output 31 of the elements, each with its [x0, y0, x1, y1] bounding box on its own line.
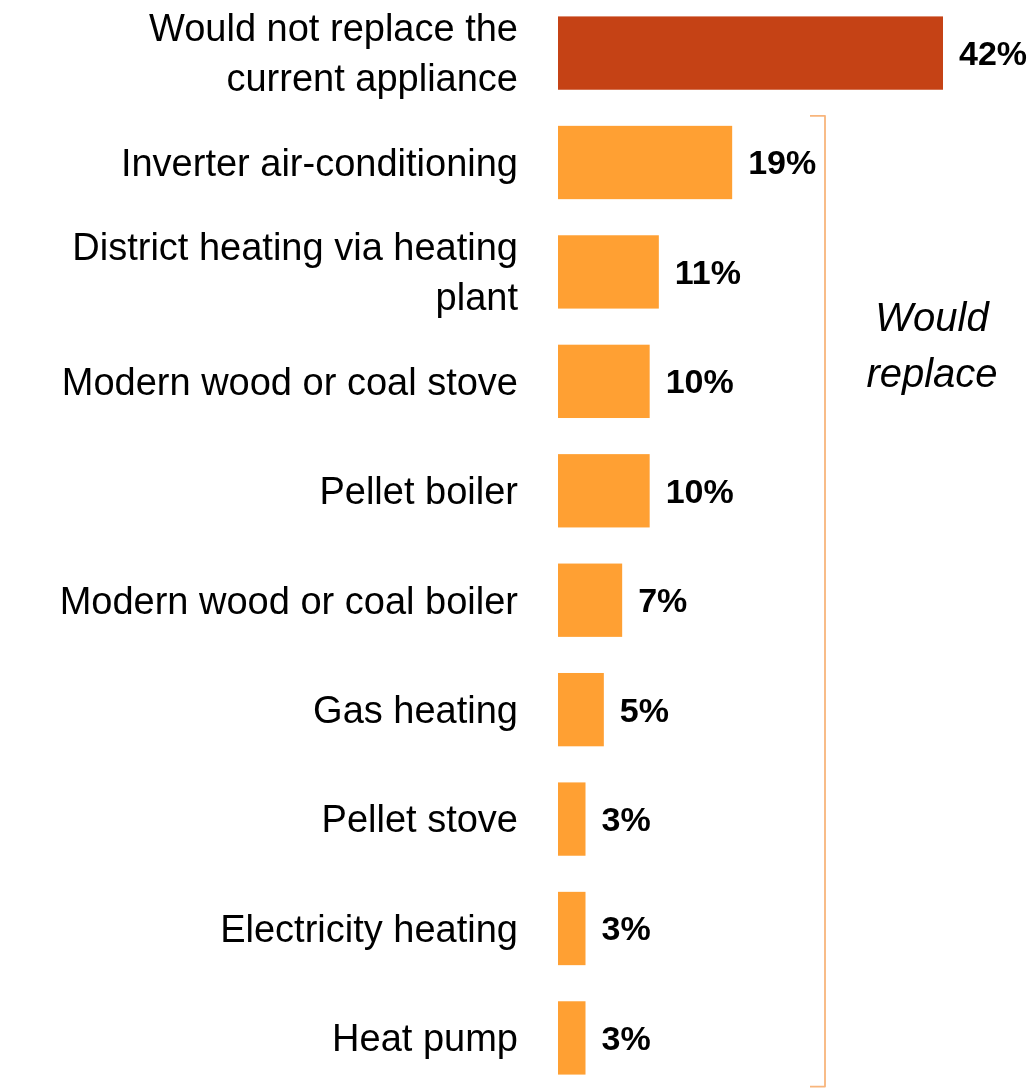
data-label: 7%: [638, 581, 688, 620]
data-label: 5%: [619, 690, 669, 729]
y-tick-label: Gas heating: [313, 688, 518, 731]
bar: [558, 782, 586, 856]
annotation: Would replace: [866, 294, 998, 395]
data-label: 10%: [665, 471, 734, 510]
y-tick-label: Modern wood or coal stove: [61, 360, 518, 403]
bar: [558, 454, 650, 528]
y-tick-label: Inverter air-conditioning: [120, 141, 518, 184]
data-label: 3%: [601, 909, 651, 948]
data-label: 3%: [601, 1018, 651, 1057]
y-tick-label: Pellet boiler: [319, 470, 519, 513]
y-tick-label: District heating via heating plant: [72, 226, 519, 319]
data-label: 19%: [748, 143, 817, 182]
y-tick-label: Heat pump: [332, 1017, 518, 1060]
bar: [558, 16, 943, 90]
bar: [558, 344, 650, 419]
bar: [558, 891, 586, 966]
bar: [558, 672, 604, 747]
y-tick-label: Pellet stove: [321, 798, 518, 841]
data-label: 10%: [665, 362, 734, 401]
data-label: 11%: [674, 252, 742, 291]
bar: [558, 563, 623, 637]
bar: [558, 235, 659, 309]
y-tick-label: Modern wood or coal boiler: [59, 579, 519, 622]
y-tick-label: Would not replace the current appliance: [149, 7, 518, 100]
bar: [558, 125, 733, 200]
bar: [558, 1001, 586, 1075]
data-label: 3%: [601, 799, 651, 838]
y-tick-label: Electricity heating: [220, 907, 518, 950]
data-label: 42%: [959, 33, 1028, 72]
